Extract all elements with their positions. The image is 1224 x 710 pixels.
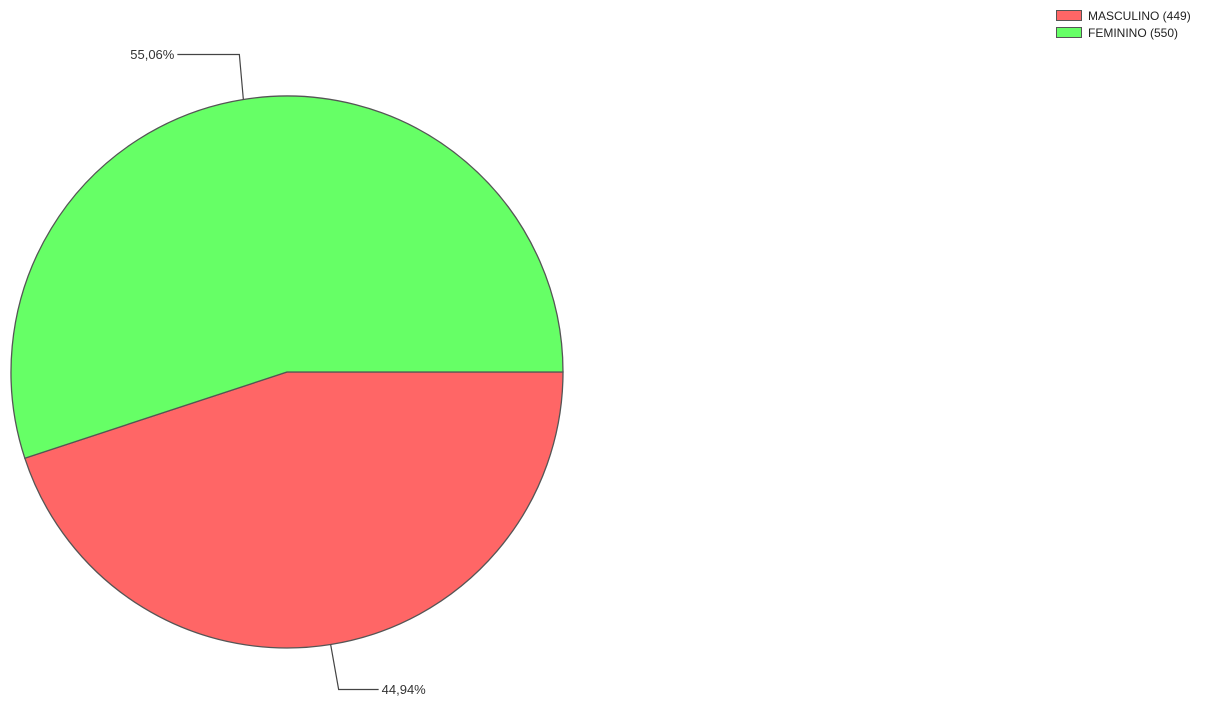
legend-swatch-feminino [1056, 27, 1082, 38]
pie-slices [10, 95, 564, 649]
pie-slice-feminino [10, 95, 564, 460]
legend: MASCULINO (449) FEMININO (550) [1056, 8, 1191, 42]
pie-labels: 44,94% 55,06% [130, 47, 426, 697]
pie-slice-masculino [23, 371, 564, 649]
legend-item-feminino: FEMININO (550) [1056, 25, 1191, 40]
legend-label-masculino: MASCULINO (449) [1088, 8, 1191, 23]
slice-percent-label-feminino: 55,06% [130, 47, 175, 62]
legend-swatch-masculino [1056, 10, 1082, 21]
slice-percent-label-masculino: 44,94% [382, 682, 427, 697]
legend-item-masculino: MASCULINO (449) [1056, 8, 1191, 23]
leader-line-feminino [177, 53, 244, 100]
leader-line-masculino [330, 644, 379, 691]
legend-label-feminino: FEMININO (550) [1088, 25, 1179, 40]
